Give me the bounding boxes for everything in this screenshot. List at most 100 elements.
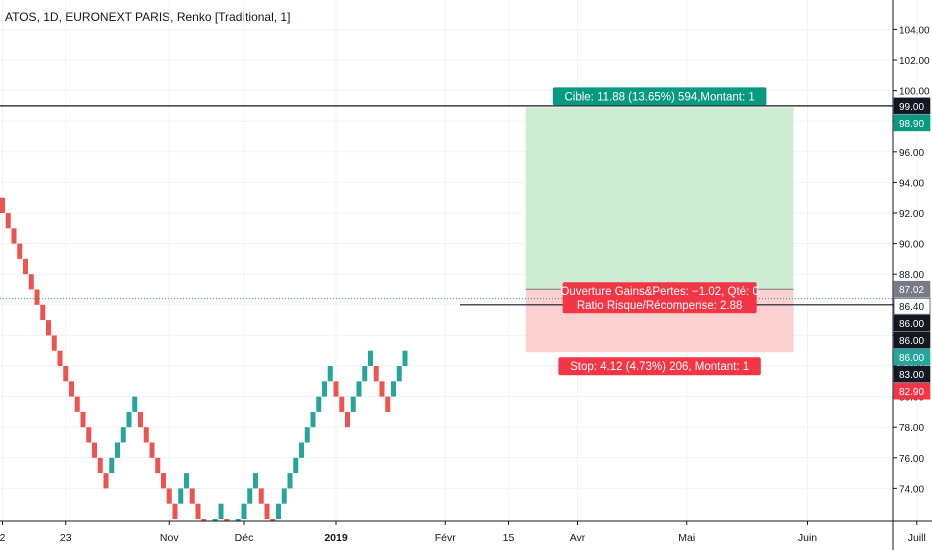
renko-brick (51, 335, 57, 351)
renko-brick (132, 396, 138, 412)
target-label: Cible: 11.88 (13.65%) 594,Montant: 1 (552, 87, 767, 106)
price-badge-bg (893, 297, 931, 315)
x-tick-label: 2 (0, 532, 6, 544)
x-tick-label: Juill (908, 532, 926, 544)
renko-brick (385, 396, 391, 412)
renko-brick (247, 488, 253, 504)
y-tick-label: 74.00 (899, 484, 924, 495)
renko-brick (28, 274, 34, 290)
renko-brick (310, 411, 316, 428)
price-badge-text: 86.00 (899, 319, 924, 330)
x-tick-label: Févr (435, 532, 457, 544)
renko-brick (362, 366, 368, 382)
renko-brick (195, 503, 201, 519)
price-badge-bg (893, 97, 931, 115)
renko-brick (34, 289, 40, 305)
price-badge-bg (893, 280, 931, 298)
y-tick-label: 94.00 (899, 178, 924, 189)
renko-brick (178, 488, 184, 504)
price-badge: 98.90 (893, 114, 931, 132)
price-badge-bg (893, 348, 931, 366)
price-badge-text: 99.00 (899, 102, 924, 113)
renko-brick (23, 258, 28, 275)
price-badge: 86.00 (893, 331, 931, 349)
renko-brick (339, 396, 345, 412)
chart-title: ATOS, 1D, EURONEXT PARIS, Renko [Traditi… (5, 10, 291, 24)
renko-brick (218, 503, 224, 519)
stop-label: Stop: 4.12 (4.73%) 206, Montant: 1 (558, 357, 761, 376)
renko-brick (40, 304, 46, 321)
renko-brick (368, 350, 373, 366)
renko-brick (138, 411, 143, 428)
price-badge: 86.00 (893, 314, 931, 332)
x-tick-label: 23 (60, 532, 72, 544)
y-tick-label: 76.00 (899, 454, 924, 465)
y-tick-label: 90.00 (899, 240, 924, 251)
renko-brick (356, 381, 362, 397)
price-badge: 86.00 (893, 348, 931, 366)
profit-zone (525, 107, 794, 290)
renko-brick (5, 213, 11, 229)
renko-brick (109, 457, 115, 474)
renko-brick (189, 488, 195, 504)
renko-brick (126, 411, 132, 428)
renko-brick (304, 427, 310, 443)
y-tick-label: 96.00 (899, 148, 924, 159)
price-badge-bg (893, 331, 931, 349)
price-badge: 83.00 (893, 365, 931, 383)
price-badge-bg (893, 114, 931, 132)
renko-brick (270, 519, 276, 521)
renko-brick (224, 519, 230, 521)
renko-brick (327, 366, 333, 382)
renko-brick (166, 488, 172, 504)
renko-brick (103, 473, 109, 489)
renko-brick (212, 519, 218, 521)
renko-brick (345, 411, 350, 428)
price-badge-bg (893, 365, 931, 383)
renko-brick (92, 442, 97, 458)
renko-brick (11, 228, 17, 244)
price-badge: 86.40 (893, 297, 931, 315)
x-tick-label: 15 (503, 532, 515, 544)
x-tick-label: 2019 (324, 532, 348, 544)
renko-brick (281, 488, 287, 504)
y-tick-label: 92.00 (899, 209, 924, 220)
price-badge: 82.90 (893, 382, 931, 400)
renko-brick (258, 488, 264, 504)
renko-brick (402, 350, 408, 366)
price-badge: 99.00 (893, 97, 931, 115)
stop-label-text: Stop: 4.12 (4.73%) 206, Montant: 1 (570, 361, 749, 373)
price-badge-text: 86.00 (899, 336, 924, 347)
y-tick-label: 78.00 (899, 423, 924, 434)
renko-brick (287, 473, 293, 489)
renko-brick (46, 320, 51, 336)
price-badge-text: 82.90 (899, 387, 924, 398)
renko-brick (241, 503, 247, 519)
renko-brick (373, 366, 379, 382)
renko-brick (69, 381, 74, 397)
x-tick-label: Déc (235, 532, 254, 544)
renko-brick (322, 381, 327, 397)
renko-brick (155, 457, 161, 474)
x-tick-label: Avr (570, 532, 586, 544)
renko-brick (379, 381, 385, 397)
renko-brick (57, 350, 63, 366)
renko-brick (350, 396, 356, 412)
renko-brick (316, 396, 322, 412)
renko-brick (276, 503, 281, 519)
ratio-label: Ratio Risque/Récompense: 2.88 (577, 300, 743, 312)
x-tick-label: Juin (798, 532, 817, 544)
pnl-box: Ouverture Gains&Pertes: −1.02, Qté: 0 Rat… (560, 282, 759, 314)
renko-brick (396, 366, 402, 382)
renko-brick (143, 427, 149, 443)
renko-brick (293, 457, 299, 474)
renko-brick (264, 503, 270, 519)
y-tick-label: 104.00 (899, 25, 930, 36)
renko-brick (253, 473, 258, 489)
renko-brick (201, 519, 207, 521)
target-label-bg (552, 87, 767, 106)
renko-brick (391, 381, 396, 397)
y-tick-label: 88.00 (899, 270, 924, 281)
